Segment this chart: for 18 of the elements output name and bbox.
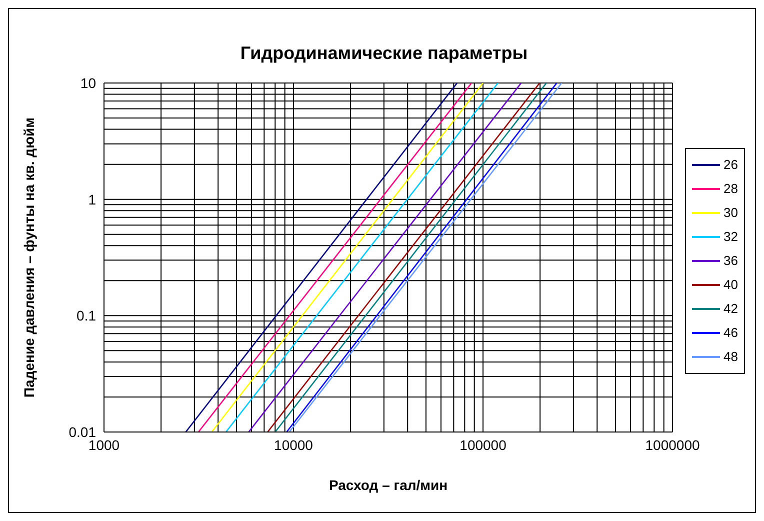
legend-label: 32: [724, 229, 738, 244]
x-tick-label: 100000: [460, 436, 507, 453]
y-tick-label: 0.1: [76, 308, 96, 324]
legend-label: 30: [724, 205, 738, 220]
legend-label: 48: [724, 349, 738, 364]
y-tick-label: 10: [80, 74, 96, 91]
y-axis-title: Падение давления – фунты на кв. дюйм: [20, 118, 37, 398]
x-tick-label: 10000: [274, 436, 314, 453]
legend-label: 42: [724, 301, 738, 316]
chart-title: Гидродинамические параметры: [239, 43, 529, 64]
legend-label: 28: [724, 181, 738, 196]
x-tick-label: 1000000: [645, 436, 700, 453]
y-tick-label: 1: [88, 191, 96, 208]
legend-label: 26: [724, 157, 738, 172]
legend-label: 36: [724, 253, 738, 268]
x-axis-title: Расход – гал/мин: [328, 477, 448, 493]
legend-label: 46: [724, 325, 738, 340]
legend-label: 40: [724, 277, 738, 292]
